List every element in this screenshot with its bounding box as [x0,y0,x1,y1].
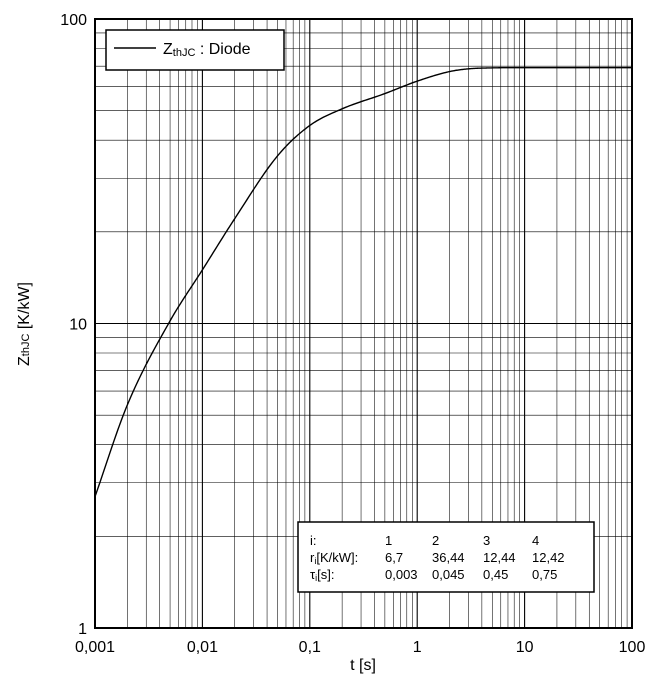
series-line-zthjc-diode [94,66,632,497]
x-tick-label: 100 [619,639,646,656]
parameter-cell: 3 [483,533,490,548]
parameter-cell: 6,7 [385,550,403,565]
x-tick-label: 0,1 [299,639,321,656]
y-tick-label: 100 [60,12,87,29]
parameter-cell: 0,45 [483,567,508,582]
parameter-cell: 0,045 [432,567,465,582]
parameter-row-label: ri[K/kW]: [310,550,358,566]
x-tick-label: 0,01 [187,639,218,656]
x-axis-label: t [s] [350,657,376,674]
x-tick-label: 10 [516,639,534,656]
parameter-cell: 36,44 [432,550,465,565]
x-tick-label: 0,001 [75,639,115,656]
y-axis-label: ZthJC [K/kW] [16,282,33,366]
legend-entry-label: ZthJC : Diode [163,41,251,59]
plot-frame [94,18,633,629]
parameter-row-label: τi[s]: [310,567,334,583]
parameter-table-rows: i: 1 2 3 4 ri[K/kW]: 6,7 36,44 12,44 12,42 τi[s]: 0… [310,533,565,583]
parameter-cell: 0,003 [385,567,418,582]
parameter-cell: 0,75 [532,567,557,582]
parameter-cell: 4 [532,533,539,548]
parameter-cell: 2 [432,533,439,548]
parameter-cell: 12,42 [532,550,565,565]
parameter-cell: 1 [385,533,392,548]
tick-labels: 0,001 0,01 0,1 1 10 100 1 10 100 [60,12,645,656]
y-tick-label: 1 [78,621,87,638]
parameter-row-label: i: [310,533,317,548]
legend-box [105,29,285,71]
parameter-cell: 12,44 [483,550,516,565]
legend: ZthJC : Diode [105,29,285,71]
parameter-table: i: 1 2 3 4 ri[K/kW]: 6,7 36,44 12,44 12,42 τi[s]: 0… [297,521,595,593]
y-tick-label: 10 [69,317,87,334]
parameter-table-box [297,521,595,593]
x-tick-label: 1 [413,639,422,656]
